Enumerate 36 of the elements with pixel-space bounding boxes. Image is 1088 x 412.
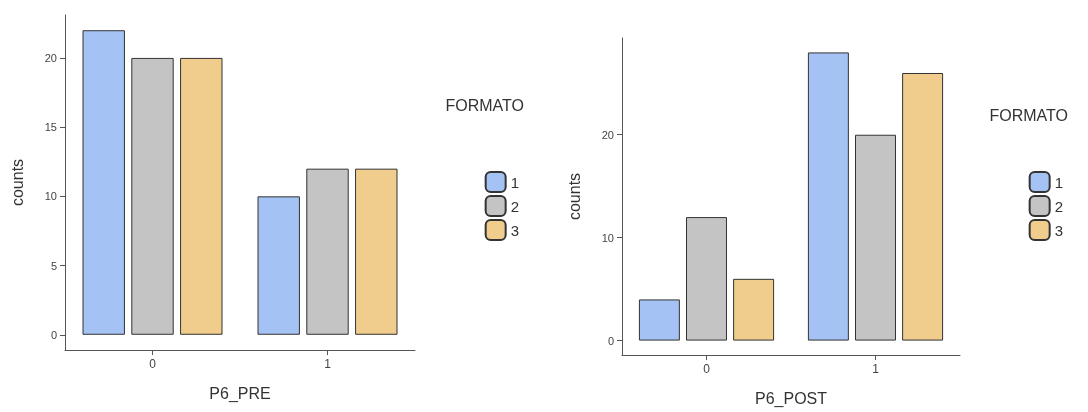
x-axis-title: P6_POST <box>754 389 828 408</box>
y-axis-title: counts <box>565 172 583 221</box>
bar <box>131 57 174 335</box>
y-tick-label: 15 <box>44 121 57 134</box>
y-tick-label: 10 <box>44 190 57 203</box>
y-tick-label: 5 <box>50 259 57 272</box>
bar <box>355 168 398 335</box>
y-tick-label: 0 <box>607 334 614 347</box>
x-tick-label: 1 <box>324 357 332 371</box>
legend-label: 3 <box>1054 221 1063 239</box>
bar <box>686 217 727 341</box>
y-tick-label: 0 <box>50 328 57 341</box>
bar <box>638 299 680 341</box>
legend-label: 2 <box>510 197 519 215</box>
bar <box>257 196 300 335</box>
bar <box>902 72 944 341</box>
legend-label: 1 <box>510 173 519 191</box>
bar <box>855 134 896 341</box>
bar <box>306 168 349 335</box>
y-tick-label: 20 <box>601 128 614 141</box>
legend-title: FORMATO <box>445 96 524 114</box>
x-tick-label: 1 <box>872 362 880 376</box>
legend-title: FORMATO <box>989 106 1068 124</box>
bar <box>733 278 775 341</box>
x-tick-label: 0 <box>703 362 711 376</box>
x-axis-title: P6_PRE <box>209 384 271 403</box>
bar <box>82 30 125 335</box>
legend-label: 1 <box>1054 173 1063 191</box>
bar <box>180 57 223 335</box>
y-tick-label: 10 <box>601 231 614 244</box>
legend-label: 3 <box>510 221 519 239</box>
y-tick-label: 20 <box>44 51 57 64</box>
bar <box>807 52 849 341</box>
y-axis-title: counts <box>8 158 26 207</box>
legend-label: 2 <box>1054 197 1063 215</box>
x-tick-label: 0 <box>149 357 157 371</box>
